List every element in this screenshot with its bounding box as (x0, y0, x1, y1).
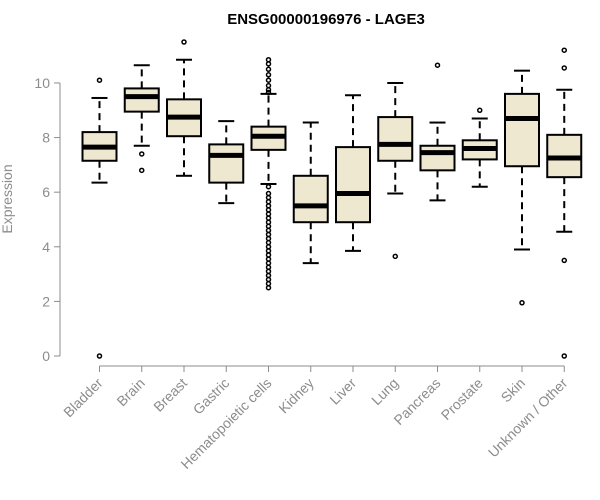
x-tick-label: Pancreas (390, 375, 443, 428)
box (123, 87, 160, 113)
outlier-point (265, 284, 272, 291)
x-tick-label: Brain (113, 375, 147, 409)
outlier-point (434, 62, 441, 68)
outlier-point (265, 72, 272, 78)
outlier-point (265, 66, 272, 73)
x-tick-label: Skin (498, 375, 529, 406)
outlier-point (265, 87, 272, 93)
box (208, 143, 245, 184)
box-series (81, 39, 583, 359)
outlier-point (519, 300, 525, 306)
box-group (123, 64, 160, 174)
box-group (81, 77, 118, 359)
outlier-point (265, 89, 272, 96)
outlier-point (561, 353, 567, 359)
x-tick-label: Unknown / Other (485, 375, 571, 461)
y-axis-label: Expression (0, 164, 15, 233)
x-tick-label: Prostate (438, 375, 486, 423)
box-group (546, 47, 583, 359)
x-tick-label: Liver (326, 375, 359, 408)
outlier-point (181, 39, 187, 45)
box-group (208, 120, 245, 205)
x-tick-label: Lung (368, 375, 401, 408)
chart-title: ENSG00000196976 - LAGE3 (227, 11, 425, 28)
box-group (335, 94, 371, 252)
outlier-point (96, 77, 103, 83)
outlier-point (139, 167, 145, 174)
y-tick-label: 4 (42, 239, 50, 255)
box (377, 116, 414, 162)
y-tick-label: 2 (42, 293, 50, 309)
outlier-point (265, 61, 272, 67)
box (504, 92, 540, 168)
box-group (419, 62, 456, 202)
box-group (292, 121, 329, 265)
outlier-point (561, 65, 567, 71)
box-group (377, 81, 414, 260)
outlier-point (265, 183, 272, 190)
box (419, 144, 456, 172)
box (292, 174, 329, 224)
outlier-point (561, 47, 567, 53)
y-axis: 0 2 4 6 8 10 (34, 75, 61, 364)
outlier-point (265, 77, 272, 83)
x-tick-label: Bladder (60, 375, 106, 421)
outlier-point (96, 353, 103, 359)
outlier-point (392, 253, 398, 260)
box-group (504, 69, 540, 306)
outlier-point (561, 257, 567, 264)
box-group (250, 56, 287, 291)
outlier-point (139, 151, 145, 157)
box-group (461, 107, 498, 188)
box-group (166, 39, 202, 177)
x-tick-label: Breast (150, 375, 190, 415)
y-tick-label: 6 (42, 184, 50, 200)
y-tick-label: 0 (42, 348, 50, 364)
box (335, 146, 371, 224)
x-tick-label: Kidney (275, 375, 317, 417)
y-tick-label: 10 (34, 75, 50, 91)
outlier-point (477, 107, 483, 114)
y-tick-label: 8 (42, 130, 50, 146)
